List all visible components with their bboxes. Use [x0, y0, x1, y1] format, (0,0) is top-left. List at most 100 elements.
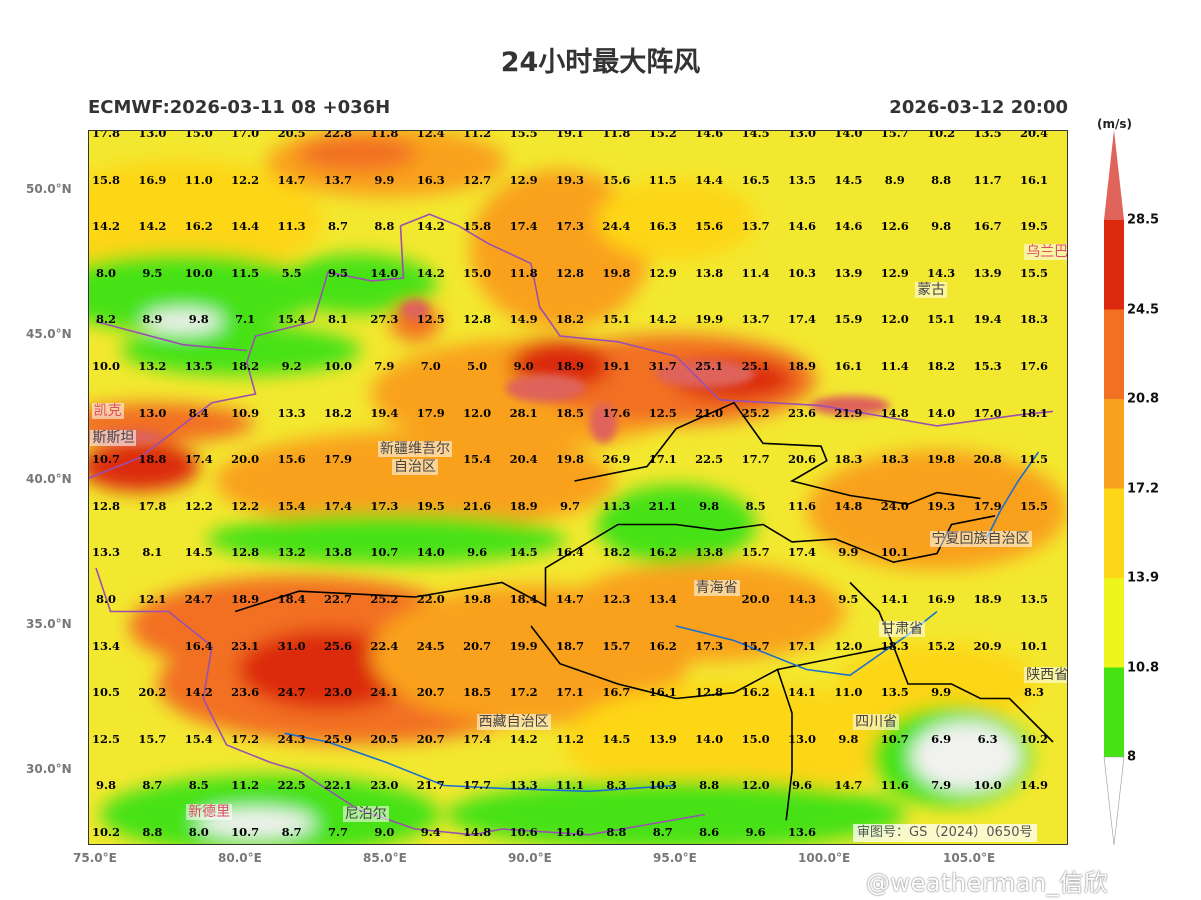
- gust-value: 16.2: [741, 685, 770, 700]
- gust-value: 16.2: [648, 545, 677, 560]
- gust-value: 14.9: [509, 312, 538, 327]
- lat-tick-label: 40.0°N: [26, 472, 72, 486]
- gust-value: 11.2: [463, 130, 492, 140]
- gust-value: 15.2: [648, 130, 677, 140]
- gust-value: 8.1: [142, 545, 163, 560]
- gust-value: 14.0: [927, 405, 956, 420]
- gust-value: 10.2: [91, 825, 121, 839]
- gust-value: 15.0: [741, 731, 770, 746]
- gust-value: 13.7: [741, 219, 770, 234]
- gust-value: 18.4: [509, 592, 538, 606]
- gust-value: 14.9: [1019, 778, 1049, 793]
- gust-value: 11.3: [277, 219, 306, 234]
- gust-value: 16.3: [416, 172, 445, 187]
- colorbar-segment: [1104, 667, 1124, 757]
- lon-tick-label: 85.0°E: [363, 851, 407, 865]
- gust-value: 16.9: [927, 592, 956, 606]
- gust-value: 12.2: [231, 172, 260, 187]
- extreme-gust-patch: [505, 374, 586, 403]
- gust-value: 16.1: [834, 359, 863, 373]
- colorbar-level-label: 8: [1127, 749, 1137, 765]
- gust-value: 15.4: [184, 731, 213, 746]
- gust-value: 14.2: [184, 685, 213, 700]
- colorbar-segment: [1104, 399, 1124, 489]
- gust-value: 14.3: [787, 592, 817, 606]
- gust-value: 28.1: [509, 405, 538, 420]
- gust-value: 9.7: [559, 498, 581, 513]
- gust-value: 26.9: [602, 452, 631, 467]
- gust-value: 22.7: [323, 592, 353, 606]
- gust-value: 15.7: [138, 731, 167, 746]
- gust-value: 13.9: [973, 265, 1002, 280]
- gust-value: 12.2: [231, 498, 260, 513]
- gust-value: 10.2: [927, 130, 956, 140]
- gust-value: 16.1: [1019, 172, 1049, 187]
- gust-value: 12.0: [880, 312, 909, 327]
- gust-value: 18.3: [880, 638, 909, 653]
- gust-value: 9.9: [374, 172, 395, 187]
- gust-value: 21.7: [416, 778, 445, 793]
- boundary-line: [400, 213, 1054, 427]
- gust-value: 6.9: [931, 731, 952, 746]
- gust-value: 8.0: [95, 265, 117, 280]
- gust-value: 8.7: [327, 219, 349, 234]
- gust-value: 15.3: [973, 359, 1002, 373]
- gust-value: 17.3: [370, 498, 399, 513]
- gust-value: 8.4: [188, 405, 209, 420]
- lat-tick-label: 45.0°N: [26, 327, 72, 341]
- gust-value: 17.0: [231, 130, 260, 140]
- gust-value: 13.3: [91, 545, 121, 560]
- gust-value: 16.5: [741, 172, 770, 187]
- gust-value: 9.6: [467, 545, 488, 560]
- gust-value: 9.8: [188, 312, 209, 327]
- gust-value: 22.1: [323, 778, 353, 793]
- gust-value: 15.4: [463, 452, 492, 467]
- gust-value: 8.0: [95, 592, 117, 606]
- gust-value: 8.3: [606, 778, 627, 793]
- gust-value: 13.5: [1019, 592, 1049, 606]
- gust-value: 9.8: [699, 498, 720, 513]
- model-run-label: ECMWF:2026-03-11 08 +036H: [88, 97, 391, 118]
- gust-value: 24.4: [602, 219, 631, 234]
- gust-map: 17.8 13.0 15.0 17.0 20.5 22.8 11.8 12.4 11.2 15.5…: [88, 130, 1068, 845]
- gust-value: 13.8: [695, 265, 724, 280]
- gust-value: 10.7: [880, 731, 909, 746]
- gust-value: 18.9: [973, 592, 1002, 606]
- gust-value: 11.4: [880, 359, 909, 373]
- gust-value: 8.9: [142, 312, 163, 327]
- gust-value: 16.7: [973, 219, 1002, 234]
- gust-value: 19.8: [927, 452, 956, 467]
- gust-value: 25.1: [695, 359, 724, 373]
- gust-value: 15.5: [1019, 498, 1049, 513]
- gust-value: 18.2: [555, 312, 585, 327]
- gust-value: 15.7: [602, 638, 631, 653]
- gust-value: 16.1: [648, 685, 677, 700]
- watermark: @weatherman_信欣: [866, 869, 1109, 897]
- gust-value: 15.6: [695, 219, 724, 234]
- gust-value: 10.0: [973, 778, 1002, 793]
- shading-patch: [89, 441, 200, 492]
- gust-value: 18.9: [787, 359, 817, 373]
- gust-value: 17.8: [138, 498, 167, 513]
- shading-patch: [297, 135, 417, 172]
- gust-value: 20.7: [463, 638, 492, 653]
- lon-tick-label: 90.0°E: [508, 851, 552, 865]
- gust-value: 11.6: [555, 825, 585, 839]
- gust-value: 20.7: [416, 685, 445, 700]
- gust-value: 23.0: [323, 685, 353, 700]
- gust-value: 24.3: [277, 731, 306, 746]
- gust-value: 15.6: [602, 172, 631, 187]
- gust-value: 8.6: [699, 825, 720, 839]
- gust-value: 8.7: [281, 825, 302, 839]
- gust-value: 7.0: [420, 359, 441, 373]
- gust-value: 14.4: [231, 219, 260, 234]
- gust-value: 8.5: [745, 498, 766, 513]
- gust-value: 17.1: [648, 452, 677, 467]
- map-approval-number: 审图号：GS（2024）0650号: [853, 824, 1037, 842]
- gust-value: 12.5: [648, 405, 677, 420]
- gust-value: 15.5: [509, 130, 538, 140]
- gust-value: 11.1: [555, 778, 585, 793]
- gust-value: 8.1: [327, 312, 349, 327]
- gust-value: 14.1: [787, 685, 817, 700]
- colorbar-unit: (m/s): [1097, 117, 1132, 131]
